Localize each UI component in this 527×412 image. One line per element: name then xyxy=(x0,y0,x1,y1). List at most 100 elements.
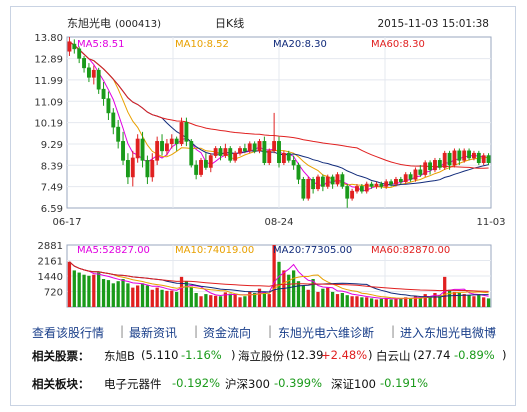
volume-bar xyxy=(438,295,442,307)
x-tick-label: 08-24 xyxy=(264,217,293,228)
candle-body xyxy=(369,183,374,187)
related-stock-price: (12.39 xyxy=(286,348,324,362)
candle-body xyxy=(476,152,481,164)
candle-body xyxy=(164,143,169,152)
candle-body xyxy=(306,179,311,199)
link-weibo[interactable]: 进入东旭光电微博 xyxy=(400,326,497,340)
volume-bar xyxy=(233,294,237,307)
related-stock-name[interactable]: 东旭B xyxy=(104,349,135,363)
candle-body xyxy=(77,48,82,59)
candle-body xyxy=(379,183,384,187)
related-sector-name[interactable]: 电子元器件 xyxy=(104,377,162,391)
related-stock-name[interactable]: 白云山 xyxy=(376,349,411,363)
candle-body xyxy=(403,174,408,182)
related-sector-name[interactable]: 深证100 xyxy=(331,377,376,391)
candle-body xyxy=(433,160,437,171)
link-six-dim-diagnosis[interactable]: 东旭光电六维诊断 xyxy=(278,326,375,340)
candle-body xyxy=(286,152,291,161)
link-latest-news[interactable]: 最新资讯 xyxy=(129,326,178,340)
candle-body xyxy=(169,138,174,145)
volume-bar xyxy=(486,298,491,307)
volume-tick-label: 720 xyxy=(44,288,63,299)
volume-bar xyxy=(462,294,466,307)
volume-bar xyxy=(111,283,115,307)
volume-bar xyxy=(267,294,271,307)
candle-body xyxy=(125,160,130,178)
volume-bar xyxy=(209,295,213,307)
volume-bar xyxy=(194,293,198,307)
candle-body xyxy=(272,141,277,152)
candle-body xyxy=(364,183,369,192)
candle-body xyxy=(340,174,345,187)
volume-bar xyxy=(408,297,413,307)
link-separator: | xyxy=(391,324,396,338)
volume-tick-label: 1440 xyxy=(38,272,63,283)
candle-body xyxy=(467,150,472,159)
volume-bar xyxy=(170,290,174,307)
candle-body xyxy=(189,141,194,166)
related-sectors-label: 相关板块： xyxy=(32,377,90,391)
candle-body xyxy=(218,148,223,156)
candle-body xyxy=(67,41,72,52)
candle-body xyxy=(359,186,364,192)
volume-bar xyxy=(165,290,169,307)
volume-bar xyxy=(204,294,208,307)
related-sector-name[interactable]: 沪深300 xyxy=(225,377,270,391)
x-tick-label: 11-03 xyxy=(476,217,505,228)
volume-bar xyxy=(223,292,228,307)
volume-bar xyxy=(321,288,325,307)
volume-bar xyxy=(97,272,101,307)
candle-body xyxy=(257,141,262,152)
volume-bar xyxy=(262,291,267,307)
volume-bar xyxy=(389,299,393,307)
volume-bar xyxy=(77,272,81,307)
candle-body xyxy=(233,152,238,161)
volume-bar xyxy=(330,291,335,307)
link-separator: | xyxy=(120,324,125,338)
volume-bar xyxy=(291,270,296,307)
candle-body xyxy=(374,183,379,187)
link-fund-flow[interactable]: 资金流向 xyxy=(203,326,252,340)
volume-bar xyxy=(394,298,398,307)
related-stocks-row: 相关股票： 东旭B (5.110 -1.16% ) 海立股份 (12.39 +2… xyxy=(10,345,516,365)
candle-body xyxy=(296,164,301,180)
volume-bar xyxy=(311,279,315,307)
volume-bar xyxy=(160,289,164,307)
volume-bar xyxy=(443,276,447,307)
volume-bar xyxy=(365,297,369,307)
volume-bar xyxy=(82,274,86,307)
volume-bar xyxy=(369,298,374,307)
volume-bar xyxy=(67,261,72,307)
candle-body xyxy=(213,148,218,156)
related-stock-change: +2.48% xyxy=(321,348,368,362)
volume-bar xyxy=(126,283,130,307)
link-view-quote[interactable]: 查看该股行情 xyxy=(32,326,105,340)
price-tick-label: 11.99 xyxy=(34,76,63,87)
candle-body xyxy=(130,157,135,178)
candle-body xyxy=(428,162,433,171)
candle-body xyxy=(413,169,418,180)
volume-bar xyxy=(140,283,145,307)
candle-body xyxy=(350,190,355,199)
candle-body xyxy=(145,160,150,178)
volume-bar xyxy=(447,289,452,307)
volume-bar xyxy=(335,294,340,307)
volume-bar xyxy=(150,289,154,307)
candle-body xyxy=(389,181,394,185)
candle-body xyxy=(208,155,213,168)
candle-body xyxy=(325,176,330,187)
volume-tick-label: 2161 xyxy=(38,256,63,267)
related-sector-change: -0.191% xyxy=(380,376,428,390)
related-stock-paren: ) xyxy=(368,348,373,362)
related-stock-name[interactable]: 海立股份 xyxy=(238,349,284,363)
candle-body xyxy=(472,152,476,159)
chart-datetime: 2015-11-03 15:01:38 xyxy=(377,18,489,30)
candle-body xyxy=(452,150,457,166)
volume-bar xyxy=(404,297,408,307)
related-sector-change: -0.192% xyxy=(172,376,220,390)
candle-body xyxy=(203,160,208,168)
volume-bar xyxy=(301,285,306,307)
volume-bar xyxy=(252,293,257,307)
volume-bar xyxy=(87,275,91,307)
candle-body xyxy=(82,58,86,69)
